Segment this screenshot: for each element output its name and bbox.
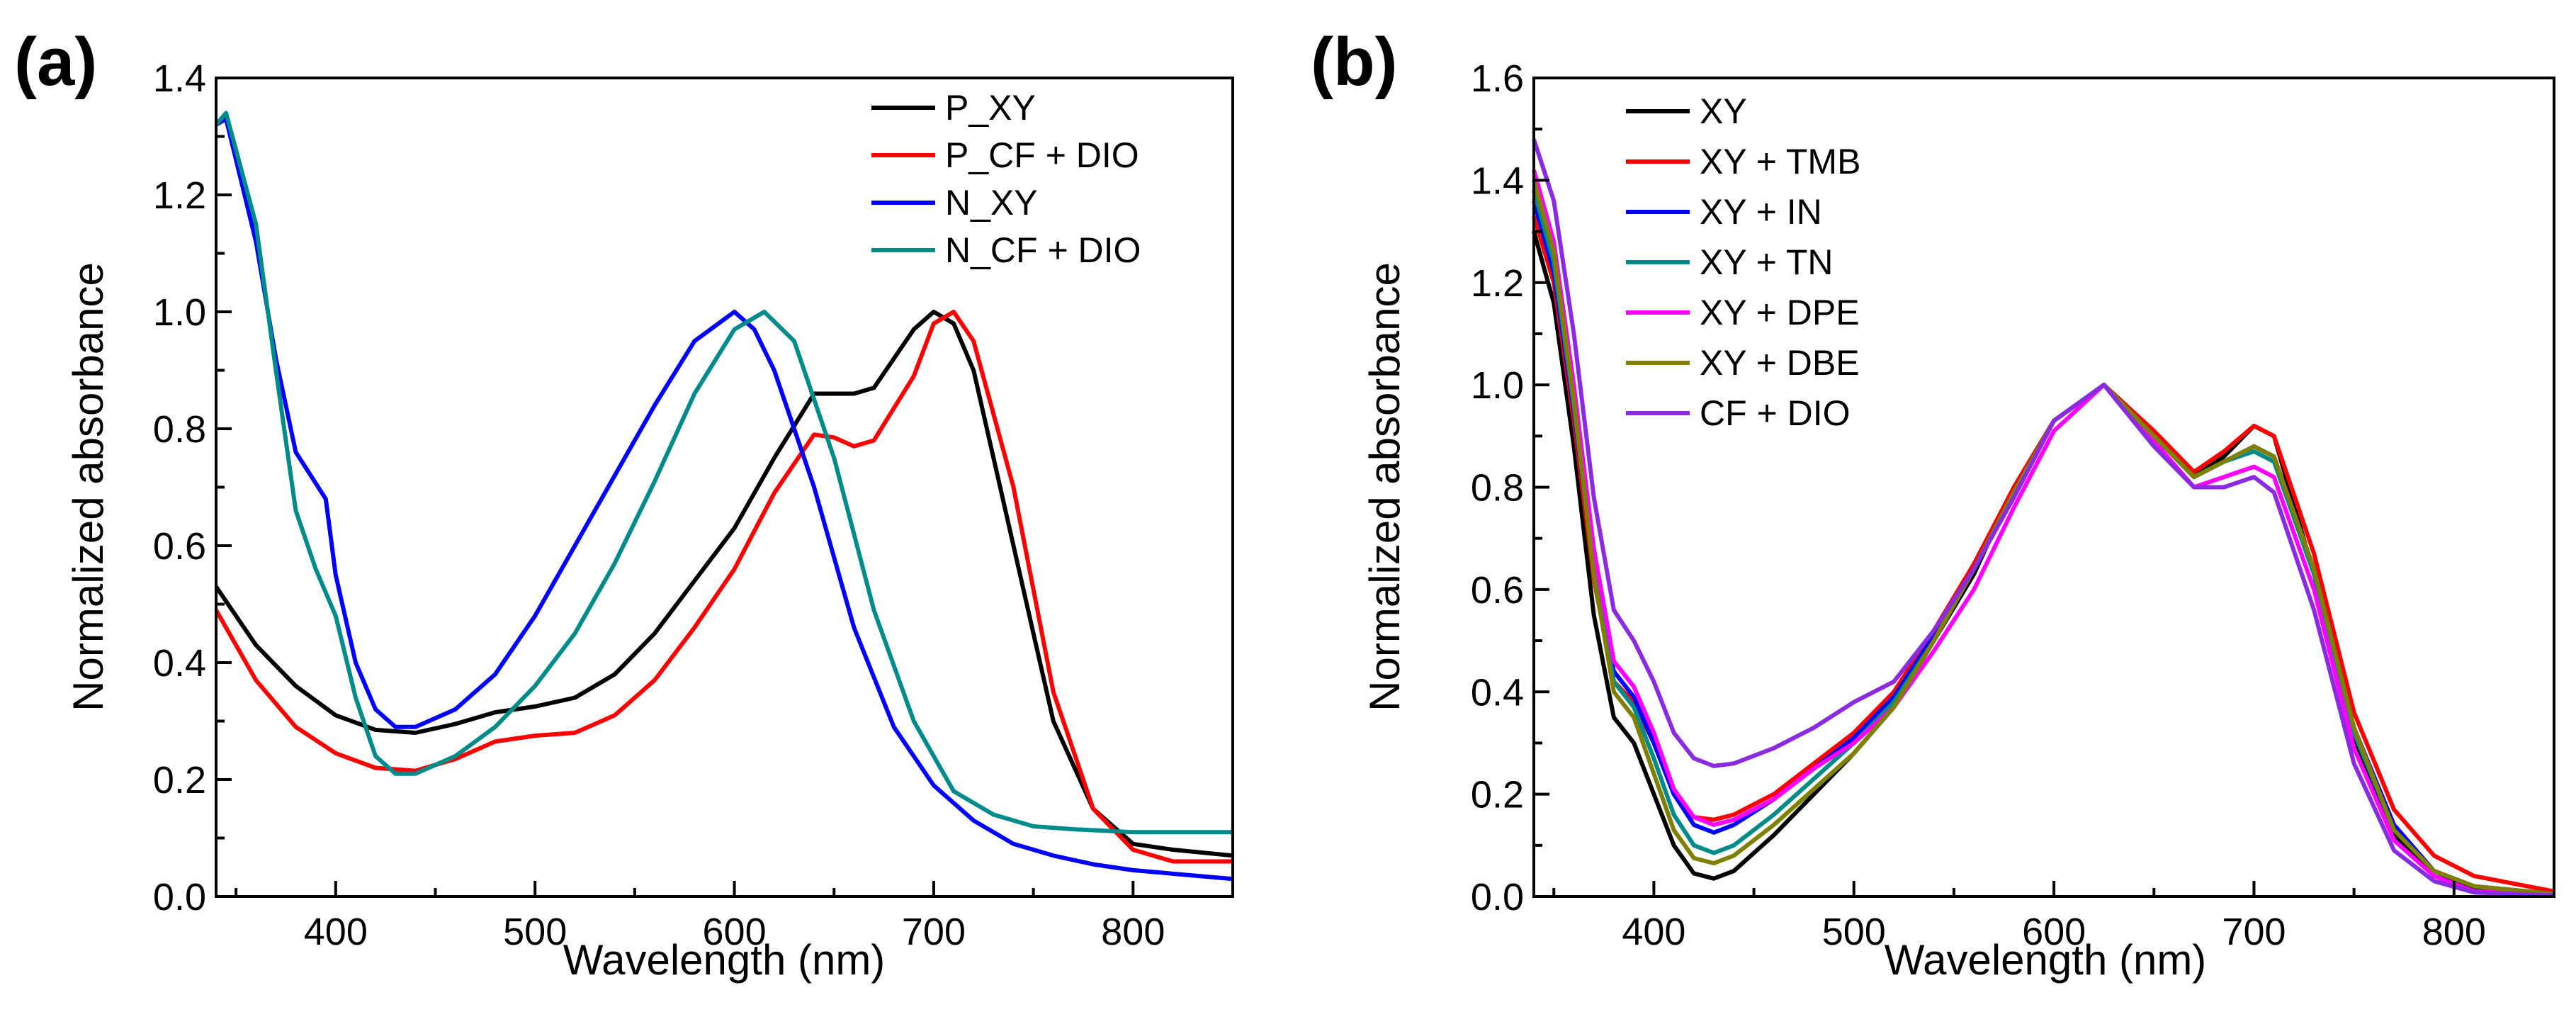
- panel-a-ticks: 400 500 600 700 800 0.0 0.2 0.4 0.6 0.8 1.0 1.2 1.4: [153, 57, 1234, 953]
- x-tick-label: 400: [304, 911, 368, 953]
- panel-b-xlabel: Wavelength (nm): [1885, 936, 2207, 984]
- panel-a-label: (a): [14, 24, 97, 100]
- legend-label: XY + DBE: [1700, 343, 1860, 383]
- series-line-a-1: [214, 310, 1233, 864]
- x-tick-label: 600: [2022, 911, 2086, 953]
- y-tick-label: 1.6: [1471, 57, 1524, 100]
- panel-a-lines: [214, 111, 1233, 882]
- x-tick-label: 700: [902, 911, 966, 953]
- series-line-a-0: [214, 310, 1233, 858]
- x-tick-label: 600: [703, 911, 767, 953]
- panel-b-label: (b): [1311, 24, 1398, 100]
- y-tick-label: 0.8: [1471, 467, 1524, 510]
- x-tick-label: 700: [2222, 911, 2286, 953]
- x-tick-label: 800: [2422, 911, 2486, 953]
- y-tick-label: 1.2: [1471, 262, 1524, 305]
- legend-label: XY + IN: [1700, 192, 1822, 232]
- series-line-b-2: [1532, 200, 2555, 896]
- legend-label: N_XY: [945, 183, 1038, 223]
- y-tick-label: 0.6: [153, 525, 206, 568]
- panel-b-lines: [1532, 138, 2555, 898]
- x-tick-label: 400: [1622, 911, 1685, 953]
- x-tick-label: 500: [503, 911, 567, 953]
- series-line-b-0: [1532, 230, 2555, 896]
- panel-a-xlabel: Wavelength (nm): [563, 936, 886, 984]
- legend-label: XY: [1700, 91, 1747, 131]
- y-tick-label: 0.6: [1471, 569, 1524, 612]
- series-line-b-1: [1532, 215, 2555, 894]
- y-tick-label: 1.2: [153, 174, 206, 217]
- series-line-a-3: [214, 111, 1233, 835]
- y-tick-label: 0.2: [153, 759, 206, 802]
- y-tick-label: 1.0: [153, 291, 206, 334]
- panel-b-frame: [1532, 77, 2555, 898]
- y-tick-label: 0.4: [1471, 671, 1524, 714]
- y-tick-label: 0.8: [153, 408, 206, 451]
- x-tick-label: 800: [1101, 911, 1165, 953]
- legend-label: XY + TN: [1700, 242, 1834, 282]
- panel-a-legend: P_XY P_CF + DIO N_XY N_CF + DIO: [871, 88, 1141, 270]
- panel-a: (a) Normalized absorbance Wavelength (nm…: [14, 24, 1234, 984]
- legend-label: XY + TMB: [1700, 142, 1860, 181]
- legend-label: P_XY: [945, 88, 1036, 128]
- y-tick-label: 1.0: [1471, 364, 1524, 407]
- legend-label: P_CF + DIO: [945, 135, 1139, 175]
- y-tick-label: 0.4: [153, 642, 206, 685]
- panel-b-legend: XY XY + TMB XY + IN XY + TN XY + DPE XY + DBE…: [1626, 91, 1860, 433]
- y-tick-label: 0.2: [1471, 774, 1524, 816]
- series-line-b-4: [1532, 169, 2555, 897]
- y-tick-label: 0.0: [1471, 876, 1524, 918]
- y-tick-label: 1.4: [1471, 159, 1524, 202]
- series-line-b-3: [1532, 189, 2555, 896]
- x-tick-label: 500: [1822, 911, 1886, 953]
- series-line-a-2: [215, 116, 1233, 882]
- y-tick-label: 1.4: [153, 57, 206, 100]
- series-line-b-6: [1532, 138, 2555, 898]
- legend-label: XY + DPE: [1700, 293, 1860, 332]
- panel-b: (b) Normalized absorbance Wavelength (nm…: [1311, 24, 2555, 984]
- legend-label: CF + DIO: [1700, 393, 1851, 433]
- panel-a-frame: [215, 77, 1234, 898]
- panel-b-ticks: 400 500 600 700 800 0.0 0.2 0.4 0.6 0.8 1.0 1.2 1.4 1…: [1471, 57, 2555, 953]
- legend-label: N_CF + DIO: [945, 230, 1141, 270]
- panel-b-ylabel: Normalized absorbance: [1361, 262, 1408, 712]
- y-tick-label: 0.0: [153, 876, 206, 918]
- panel-a-ylabel: Normalized absorbance: [64, 262, 112, 712]
- series-line-b-5: [1532, 179, 2555, 896]
